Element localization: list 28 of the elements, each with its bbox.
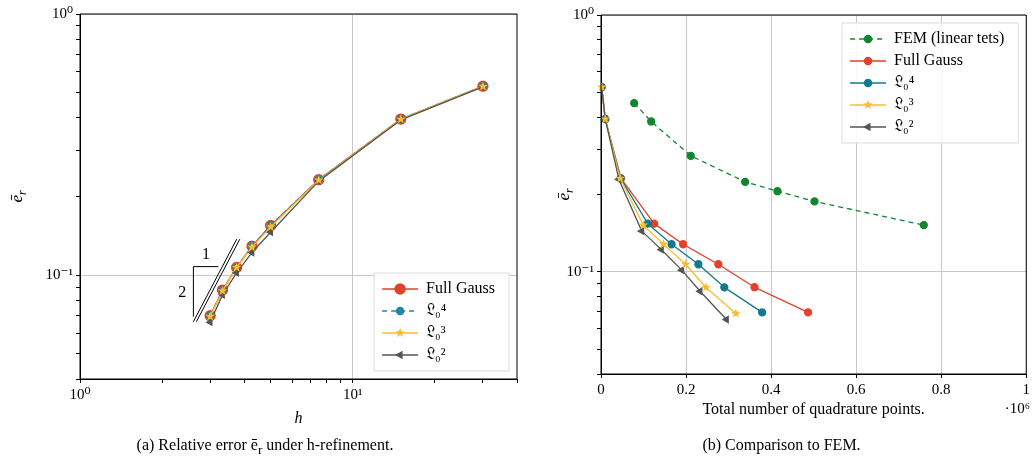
legend-label: 𝔏₀² xyxy=(894,117,914,135)
legend-label: 𝔏₀³ xyxy=(426,323,446,341)
x-tick-label: 0.8 xyxy=(931,380,951,397)
x-axis-title: Total number of quadrature points. xyxy=(702,400,925,419)
annotation: 2 xyxy=(178,282,187,300)
x-tick-label: 10¹ xyxy=(343,385,363,402)
legend-label: Full Gauss xyxy=(894,51,963,69)
legend-label: 𝔏₀⁴ xyxy=(426,301,447,319)
legend-label: 𝔏₀⁴ xyxy=(894,73,915,91)
x-tick-label: 0.2 xyxy=(676,380,696,397)
y-axis-title: ēr xyxy=(7,190,30,203)
x-tick-label: 0.4 xyxy=(761,380,781,397)
x-tick-label: 10⁰ xyxy=(69,385,91,402)
x-tick-label: 0 xyxy=(597,380,605,397)
x-tick-label: 0.6 xyxy=(846,380,867,397)
legend-label: 𝔏₀² xyxy=(426,345,446,363)
y-tick-label: 10⁻¹ xyxy=(566,262,594,279)
text: (b) Comparison to FEM. xyxy=(701,436,862,454)
legend-label: Full Gauss xyxy=(426,279,496,297)
x-axis-title: h xyxy=(294,409,303,427)
y-axis-title: ēr xyxy=(554,188,577,201)
text: (a) Relative error ē$_{r}$ under h-refinement. xyxy=(135,436,395,459)
annotation: 1 xyxy=(202,245,211,263)
text: ·10⁶ xyxy=(1004,399,1031,416)
legend-label: 𝔏₀³ xyxy=(894,95,914,113)
y-tick-label: 10⁻¹ xyxy=(45,266,73,283)
legend-label: FEM (linear tets) xyxy=(894,29,1005,48)
x-tick-label: 1 xyxy=(1022,380,1030,397)
